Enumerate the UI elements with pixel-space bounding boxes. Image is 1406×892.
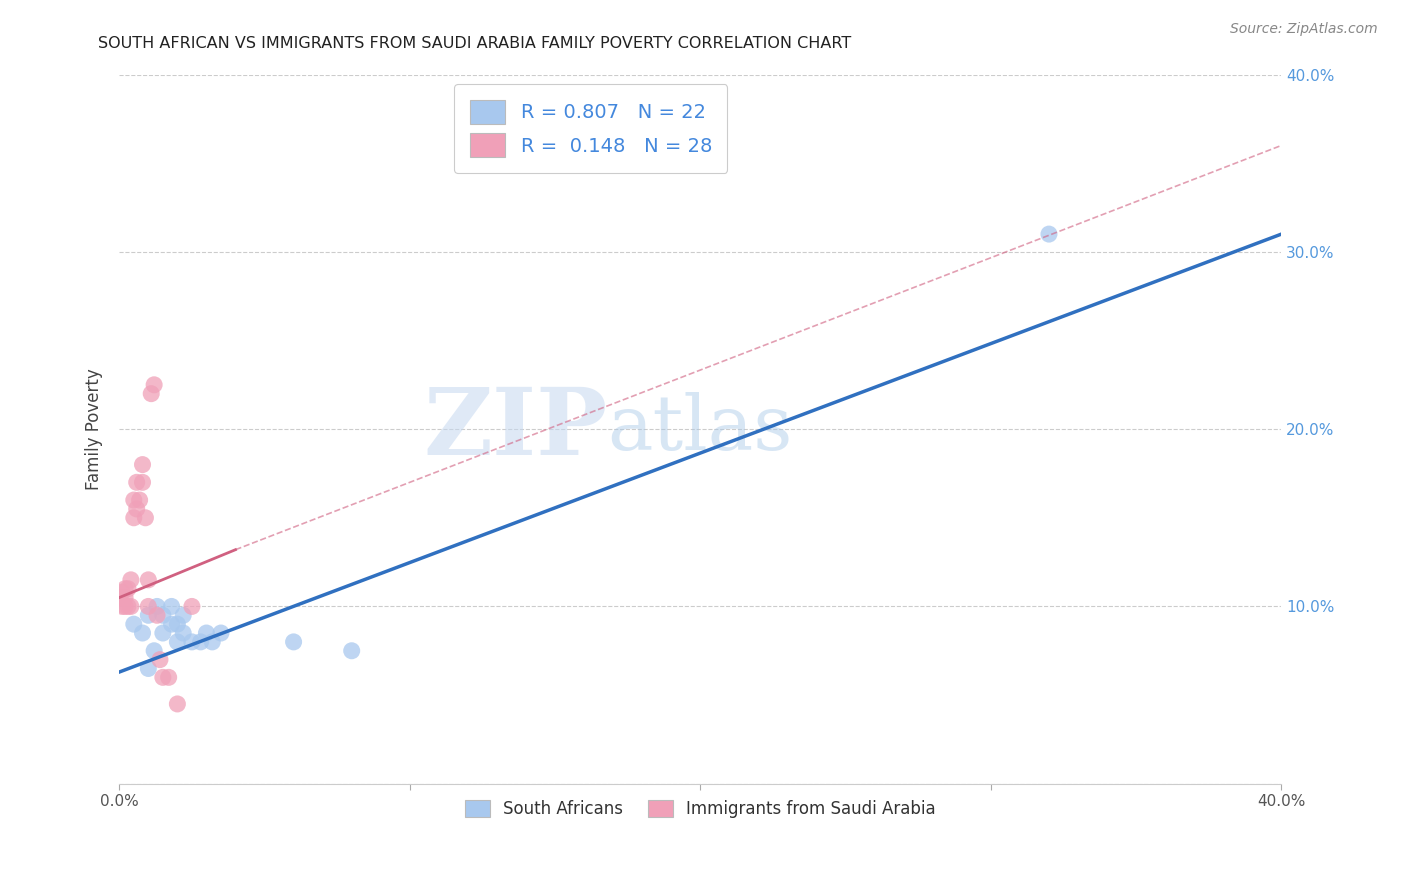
Text: ZIP: ZIP bbox=[423, 384, 607, 475]
Point bbox=[1038, 227, 1060, 241]
Point bbox=[152, 626, 174, 640]
Point bbox=[131, 475, 153, 490]
Point bbox=[120, 573, 142, 587]
Point bbox=[166, 635, 188, 649]
Point bbox=[131, 626, 153, 640]
Point bbox=[114, 582, 136, 596]
Point bbox=[134, 510, 156, 524]
Point bbox=[120, 599, 142, 614]
Point bbox=[166, 617, 188, 632]
Point bbox=[146, 599, 169, 614]
Text: atlas: atlas bbox=[607, 392, 793, 467]
Text: SOUTH AFRICAN VS IMMIGRANTS FROM SAUDI ARABIA FAMILY POVERTY CORRELATION CHART: SOUTH AFRICAN VS IMMIGRANTS FROM SAUDI A… bbox=[98, 36, 852, 51]
Point bbox=[209, 626, 232, 640]
Point bbox=[160, 599, 183, 614]
Point bbox=[166, 697, 188, 711]
Point bbox=[131, 458, 153, 472]
Point bbox=[114, 591, 136, 605]
Point bbox=[111, 585, 134, 599]
Point bbox=[117, 582, 139, 596]
Point bbox=[117, 599, 139, 614]
Legend: South Africans, Immigrants from Saudi Arabia: South Africans, Immigrants from Saudi Ar… bbox=[458, 794, 942, 825]
Point bbox=[160, 617, 183, 632]
Point bbox=[152, 670, 174, 684]
Point bbox=[172, 626, 194, 640]
Y-axis label: Family Poverty: Family Poverty bbox=[86, 368, 103, 490]
Point bbox=[149, 652, 172, 666]
Point bbox=[122, 510, 145, 524]
Point bbox=[114, 599, 136, 614]
Point bbox=[190, 635, 212, 649]
Point bbox=[136, 661, 159, 675]
Point bbox=[108, 591, 131, 605]
Point bbox=[195, 626, 218, 640]
Point bbox=[143, 644, 166, 658]
Point bbox=[128, 493, 150, 508]
Point bbox=[180, 635, 202, 649]
Point bbox=[125, 475, 148, 490]
Point bbox=[146, 608, 169, 623]
Point bbox=[136, 599, 159, 614]
Point bbox=[172, 608, 194, 623]
Point bbox=[201, 635, 224, 649]
Point bbox=[111, 599, 134, 614]
Point bbox=[283, 635, 305, 649]
Point bbox=[152, 608, 174, 623]
Point bbox=[141, 386, 163, 401]
Point bbox=[136, 608, 159, 623]
Point bbox=[340, 644, 363, 658]
Point bbox=[157, 670, 180, 684]
Point bbox=[122, 493, 145, 508]
Point bbox=[180, 599, 202, 614]
Point bbox=[136, 573, 159, 587]
Point bbox=[143, 377, 166, 392]
Text: Source: ZipAtlas.com: Source: ZipAtlas.com bbox=[1230, 22, 1378, 37]
Point bbox=[125, 502, 148, 516]
Point bbox=[122, 617, 145, 632]
